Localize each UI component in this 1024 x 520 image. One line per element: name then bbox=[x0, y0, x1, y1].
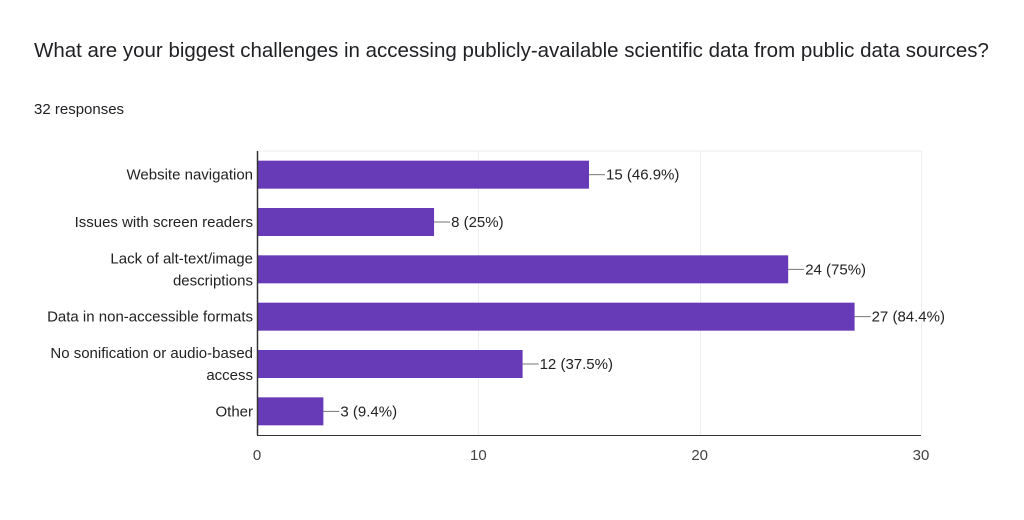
category-label-line: descriptions bbox=[173, 272, 253, 289]
bar-0 bbox=[257, 160, 589, 189]
axis-layer: 0 10 20 30 bbox=[253, 151, 930, 464]
value-label-5: 3 (9.4%) bbox=[340, 403, 397, 420]
category-label-2: Lack of alt-text/image descriptions bbox=[110, 250, 253, 289]
x-tick-label-20: 20 bbox=[691, 447, 708, 464]
category-label-line: No sonification or audio-based bbox=[50, 345, 253, 362]
label-layer: 15 (46.9%) Website navigation 8 (25%) Issue… bbox=[47, 167, 945, 421]
bar-3 bbox=[257, 302, 855, 331]
category-label-line: Issues with screen readers bbox=[75, 214, 253, 231]
bar-4 bbox=[257, 350, 523, 378]
bar-2 bbox=[257, 255, 789, 284]
x-tick-label-0: 0 bbox=[253, 447, 261, 464]
category-label-line: Website navigation bbox=[127, 167, 253, 184]
bar-1 bbox=[257, 208, 435, 236]
category-label-1: Issues with screen readers bbox=[75, 214, 253, 231]
category-label-line: Lack of alt-text/image bbox=[110, 250, 253, 267]
value-label-4: 12 (37.5%) bbox=[540, 356, 613, 373]
grid-layer bbox=[257, 150, 922, 435]
category-label-line: Data in non-accessible formats bbox=[47, 309, 253, 326]
category-label-4: No sonification or audio-based access bbox=[50, 345, 253, 384]
response-count: 32 responses bbox=[34, 101, 125, 118]
x-tick-label-10: 10 bbox=[470, 447, 487, 464]
x-tick-label-30: 30 bbox=[913, 447, 930, 464]
category-label-3: Data in non-accessible formats bbox=[47, 309, 253, 326]
bar-5 bbox=[257, 397, 324, 426]
category-label-line: access bbox=[206, 367, 253, 384]
category-label-5: Other bbox=[215, 403, 253, 420]
bar-layer bbox=[257, 160, 855, 426]
value-label-2: 24 (75%) bbox=[805, 261, 866, 278]
question-title: What are your biggest challenges in acce… bbox=[34, 39, 989, 62]
value-label-0: 15 (46.9%) bbox=[606, 167, 679, 184]
category-label-0: Website navigation bbox=[127, 167, 253, 184]
value-label-1: 8 (25%) bbox=[451, 214, 504, 231]
value-label-3: 27 (84.4%) bbox=[872, 309, 945, 326]
category-label-line: Other bbox=[215, 403, 253, 420]
